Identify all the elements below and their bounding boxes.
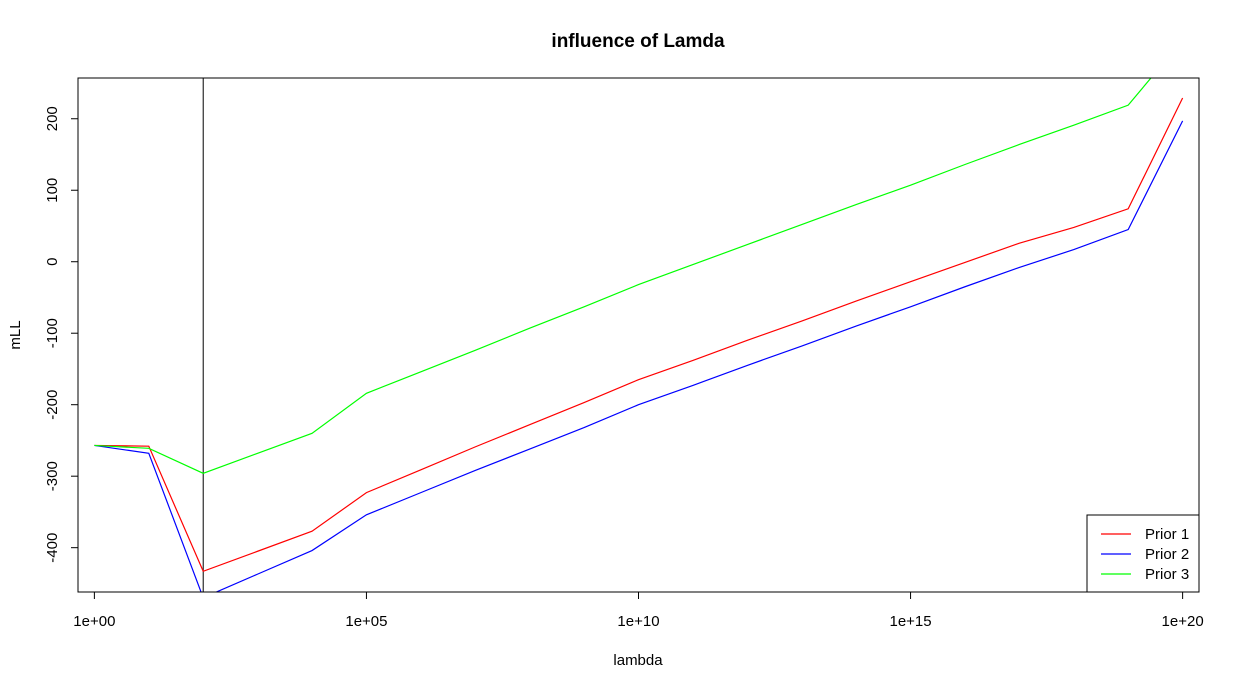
series-line-2: [94, 120, 1184, 592]
y-tick-label: -300: [44, 461, 61, 491]
plot-frame: [77, 77, 1200, 593]
y-tick-label: -100: [44, 318, 61, 348]
y-tick-label: 200: [44, 106, 61, 131]
y-tick-label: -400: [44, 533, 61, 563]
x-axis-label: lambda: [613, 652, 663, 669]
x-tick-label: 1e+15: [889, 613, 931, 630]
legend-label: Prior 2: [1145, 546, 1189, 563]
y-axis-label: mLL: [7, 320, 24, 349]
x-tick-label: 1e+20: [1162, 613, 1204, 630]
series-line-3: [94, 78, 1152, 474]
y-tick-label: 100: [44, 178, 61, 203]
series-line-1: [94, 97, 1184, 573]
legend-label: Prior 3: [1145, 566, 1189, 583]
legend-label: Prior 1: [1145, 526, 1189, 543]
x-tick-label: 1e+10: [617, 613, 659, 630]
chart-title: influence of Lamda: [551, 31, 725, 52]
y-tick-label: 0: [44, 258, 61, 266]
y-tick-label: -200: [44, 390, 61, 420]
x-tick-label: 1e+05: [345, 613, 387, 630]
x-tick-label: 1e+00: [73, 613, 115, 630]
